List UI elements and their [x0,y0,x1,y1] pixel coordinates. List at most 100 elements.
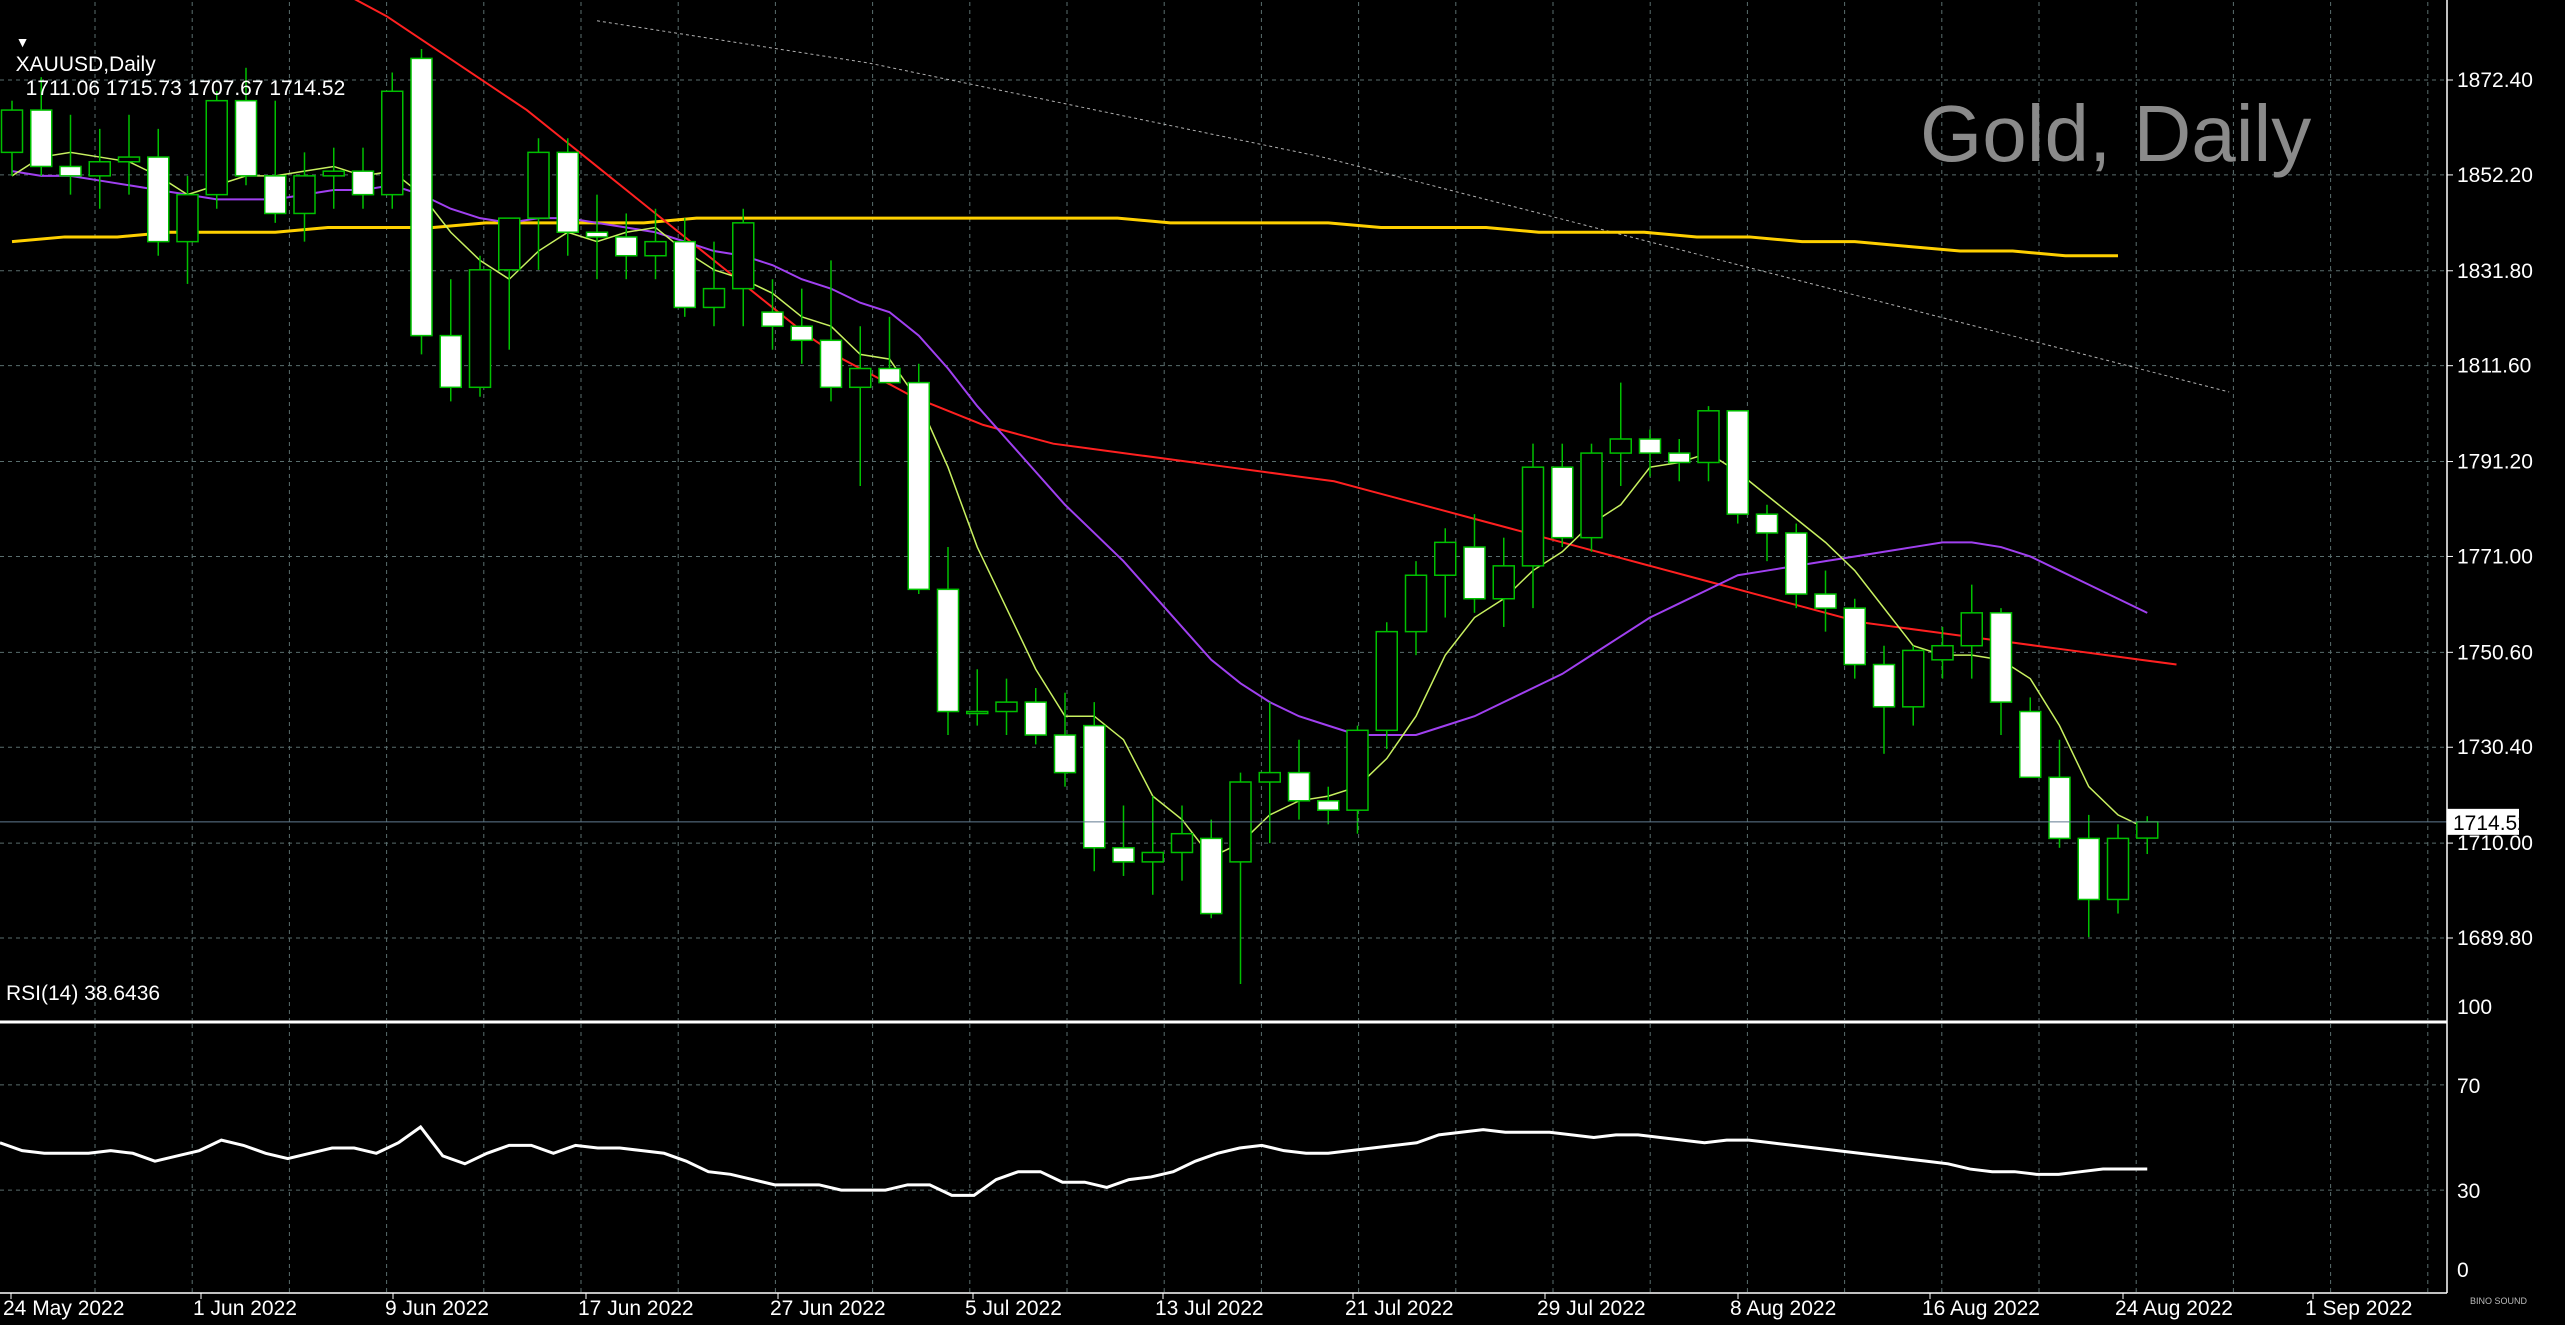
bear-candle-body [1317,800,1340,811]
time-tick-label: 24 May 2022 [3,1297,124,1320]
bull-candle-body [2106,837,2130,901]
bear-candle-body [1843,607,1866,666]
bull-candle-body [527,151,550,219]
bull-candle-body [1375,630,1398,732]
bull-candle-body [849,367,872,389]
bull-candle-body [322,170,345,177]
bear-candle-body [1726,410,1749,515]
time-tick-label: 17 Jun 2022 [578,1297,694,1320]
price-tick-label: 1872.40 [2457,69,2533,92]
brand-logo: BINO SOUND [2470,1296,2528,1306]
bear-candle-body [264,175,287,215]
time-tick-label: 1 Sep 2022 [2305,1297,2412,1320]
bull-candle-body [1960,612,1983,647]
bull-candle-body [1492,565,1515,600]
bull-candle-body [468,269,492,389]
time-tick-label: 29 Jul 2022 [1537,1297,1646,1320]
bear-candle-body [615,236,638,257]
bear-candle-body [1755,513,1779,534]
bull-candle-body [1931,644,1954,661]
current-price-box [2447,808,2519,835]
current-price-label: 1714.52 [2453,812,2529,835]
time-tick-label: 8 Aug 2022 [1730,1297,1836,1320]
bear-candle-body [1200,837,1223,915]
bear-candle-body [1638,438,1662,454]
price-tick-label: 1831.80 [2457,260,2533,283]
bull-candle-body [1346,729,1369,811]
price-tick-label: 1730.40 [2457,736,2533,759]
bear-candle-body [556,151,579,233]
ohlc-values: 1711.06 1715.73 1707.67 1714.52 [25,77,346,100]
time-tick-label: 1 Jun 2022 [193,1297,297,1320]
bear-candle-body [1083,724,1106,849]
bull-candle-body [702,287,726,309]
price-tick-label: 1710.00 [2457,832,2533,855]
bear-candle-body [673,240,696,309]
rsi-tick-label: 0 [2457,1259,2469,1282]
bull-candle-body [966,710,989,715]
bear-candle-body [234,99,258,177]
price-tick-label: 1750.60 [2457,641,2533,664]
bear-candle-body [1053,734,1077,774]
bull-candle-body [1902,649,1925,708]
collapse-arrow-icon[interactable]: ▼ [15,34,30,50]
bear-candle-body [1463,546,1486,600]
bull-candle-body [995,701,1018,713]
bear-candle-body [1872,663,1896,708]
bear-candle-body [936,588,960,713]
bear-candle-body [790,325,813,342]
bull-candle-body [1141,851,1164,863]
rsi-tick-label: 70 [2457,1075,2480,1098]
bear-candle-body [1668,452,1691,464]
bear-candle-body [761,311,784,327]
ma-longest-line [596,20,2230,393]
bull-candle-body [117,156,141,163]
bear-candle-body [2048,776,2071,840]
time-tick-label: 13 Jul 2022 [1155,1297,1264,1320]
bear-candle-body [410,57,433,337]
price-tick-label: 1852.20 [2457,164,2533,187]
bear-candle-body [1551,466,1574,539]
bull-candle-body [293,175,316,215]
bull-candle-body [1404,574,1428,633]
bear-candle-body [1024,701,1047,736]
grid-lines [0,2,2447,1293]
bear-candle-body [59,165,82,177]
bear-candle-body [351,170,375,196]
candlesticks [0,48,2159,985]
price-tick-label: 1791.20 [2457,451,2533,474]
rsi-header: RSI(14) 38.6436 [6,982,161,1005]
ma-long-line [11,216,2118,258]
time-tick-label: 5 Jul 2022 [965,1297,1062,1320]
bear-candle-body [1112,847,1135,863]
bear-candle-body [907,381,930,591]
price-tick-label: 1771.00 [2457,545,2533,568]
bear-candle-body [585,231,609,238]
bull-candle-body [1580,452,1603,539]
bear-candle-body [30,109,53,168]
time-tick-label: 9 Jun 2022 [385,1297,489,1320]
rsi-indicator [0,1124,2148,1197]
bull-candle-body [381,90,404,196]
bull-candle-body [1521,466,1545,567]
bear-candle-body [2019,710,2042,779]
bear-candle-body [439,334,462,389]
bear-candle-body [819,339,843,389]
rsi-tick-label: 100 [2457,996,2492,1019]
bear-candle-body [878,367,901,384]
rsi-line [0,1124,2148,1197]
bear-candle-body [2077,837,2100,901]
bear-candle-body [1287,771,1311,802]
bear-candle-body [1989,612,2013,703]
watermark-title: Gold, Daily [1920,89,2312,178]
bear-candle-body [147,156,170,243]
bull-candle-body [1697,410,1720,464]
bull-candle-body [644,240,667,257]
rsi-tick-label: 30 [2457,1180,2480,1203]
price-tick-label: 1689.80 [2457,927,2533,950]
bull-candle-body [1170,832,1194,854]
bull-candle-body [205,99,228,196]
